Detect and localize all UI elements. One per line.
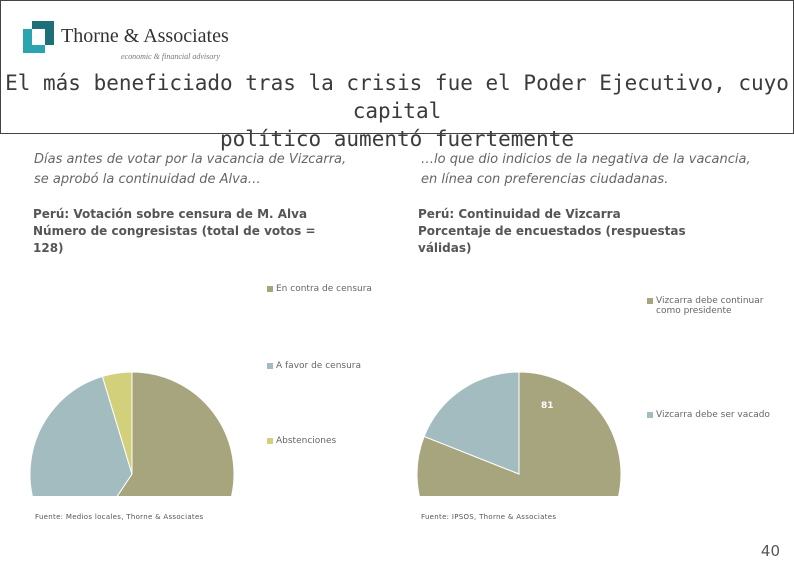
right-chart-title-line-2: Porcentaje de encuestados (respuestas	[418, 224, 686, 238]
right-subtitle: …lo que dio indicios de la negativa de l…	[421, 150, 751, 190]
legend-swatch	[267, 286, 273, 292]
right-data-label-vacado: 19	[485, 318, 498, 328]
left-source: Fuente: Medios locales, Thorne & Associa…	[35, 513, 204, 521]
left-chart-title: Perú: Votación sobre censura de M. Alva …	[33, 206, 316, 257]
page-number: 40	[760, 542, 780, 560]
right-data-label-continuar: 81	[541, 401, 554, 411]
pie-slice-vizcarra-debe-ser-vacado	[423, 371, 520, 475]
left-pie-chart	[29, 371, 235, 496]
right-legend-continuar: Vizcarra debe continuar como presidente	[647, 296, 767, 316]
legend-swatch	[647, 412, 653, 418]
left-subtitle-line-2: se aprobó la continuidad de Alva…	[34, 172, 261, 187]
header: Thorne & Associates economic & financial…	[0, 0, 794, 151]
left-data-label-en-contra: 76	[175, 375, 188, 385]
right-chart-title: Perú: Continuidad de Vizcarra Porcentaje…	[418, 206, 686, 257]
left-panel: Días antes de votar por la vacancia de V…	[0, 136, 390, 556]
left-legend-en-contra: En contra de censura	[267, 284, 372, 294]
right-pie-chart	[416, 371, 622, 496]
right-source: Fuente: IPSOS, Thorne & Associates	[421, 513, 557, 521]
company-logo: Thorne & Associates economic & financial…	[21, 19, 261, 69]
legend-swatch	[267, 363, 273, 369]
left-subtitle-line-1: Días antes de votar por la vacancia de V…	[34, 152, 347, 167]
pie-slice-en-contra-de-censura	[116, 371, 235, 496]
legend-label: Vizcarra debe ser vacado	[656, 410, 770, 420]
pie-slice-a-favor-de-censura	[29, 375, 133, 496]
right-subtitle-line-1: …lo que dio indicios de la negativa de l…	[421, 152, 751, 167]
page-title: El más beneficiado tras la crisis fue el…	[1, 69, 793, 153]
legend-swatch	[267, 438, 273, 444]
legend-label: Vizcarra debe continuar como presidente	[656, 296, 764, 316]
right-chart-title-line-3: válidas)	[418, 241, 472, 255]
page-title-line-1: El más beneficiado tras la crisis fue el…	[5, 71, 789, 123]
legend-label: Abstenciones	[276, 436, 337, 446]
pie-slice-abstenciones	[101, 371, 133, 475]
right-legend-vacado: Vizcarra debe ser vacado	[647, 410, 770, 420]
right-panel: …lo que dio indicios de la negativa de l…	[395, 136, 785, 556]
right-subtitle-line-2: en línea con preferencias ciudadanas.	[421, 172, 669, 187]
logo-name: Thorne & Associates	[61, 25, 229, 47]
left-chart-title-line-3: 128)	[33, 241, 64, 255]
logo-icon	[23, 21, 54, 53]
left-data-label-a-favor: 46	[78, 352, 91, 362]
legend-swatch	[647, 298, 653, 304]
left-legend-a-favor: A favor de censura	[267, 361, 361, 371]
left-subtitle: Días antes de votar por la vacancia de V…	[34, 150, 346, 190]
right-chart-title-line-1: Perú: Continuidad de Vizcarra	[418, 207, 621, 221]
left-chart-title-line-2: Número de congresistas (total de votos =	[33, 224, 316, 238]
legend-label: En contra de censura	[276, 284, 372, 294]
logo-tagline: economic & financial advisory	[121, 52, 220, 61]
legend-label: A favor de censura	[276, 361, 362, 371]
page-title-line-2: político aumentó fuertemente	[219, 127, 574, 151]
left-data-label-abstenciones: 6	[120, 310, 127, 320]
left-chart-title-line-1: Perú: Votación sobre censura de M. Alva	[33, 207, 308, 221]
left-legend-abstenciones: Abstenciones	[267, 436, 336, 446]
